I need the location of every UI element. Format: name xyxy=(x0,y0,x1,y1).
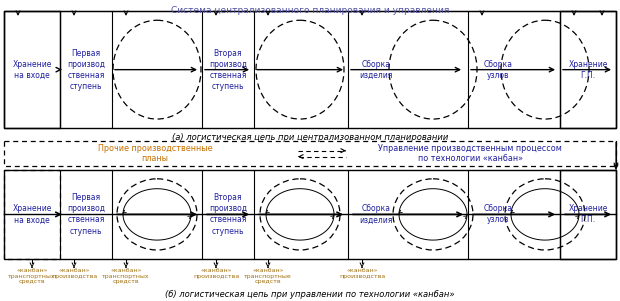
Text: Первая
производ
ственная
ступень: Первая производ ственная ступень xyxy=(67,48,105,91)
Text: (б) логистическая цепь при управлении по технологии «канбан»: (б) логистическая цепь при управлении по… xyxy=(166,290,454,299)
Text: «канбан»
производства: «канбан» производства xyxy=(51,268,97,278)
Bar xyxy=(4,11,60,129)
Text: Сборка
изделия: Сборка изделия xyxy=(360,204,392,225)
Text: Первая
производ
ственная
ступень: Первая производ ственная ступень xyxy=(67,193,105,236)
Text: «канбан»
транспортные
средств: «канбан» транспортные средств xyxy=(244,268,292,284)
Text: Хранение
Г.П.: Хранение Г.П. xyxy=(569,60,608,80)
Text: Хранение
Г.П.: Хранение Г.П. xyxy=(569,204,608,225)
Text: Вторая
производ
ственная
ступень: Вторая производ ственная ступень xyxy=(209,48,247,91)
Bar xyxy=(560,170,616,259)
Bar xyxy=(4,11,616,129)
Text: «канбан»
производства: «канбан» производства xyxy=(339,268,385,278)
Text: Вторая
производ
ственная
ступень: Вторая производ ственная ступень xyxy=(209,193,247,236)
Text: Сборка
узлов: Сборка узлов xyxy=(484,204,513,225)
Text: Управление производственным процессом
по технологии «канбан»: Управление производственным процессом по… xyxy=(378,144,562,163)
Bar xyxy=(4,170,60,259)
Text: Сборка
изделия: Сборка изделия xyxy=(360,60,392,80)
Text: «канбан»
транспортных
средств: «канбан» транспортных средств xyxy=(102,268,150,284)
Bar xyxy=(4,141,616,166)
Text: «канбан»
транспортных
средств: «канбан» транспортных средств xyxy=(8,268,56,284)
Text: Система централизованного планирования и управления: Система централизованного планирования и… xyxy=(171,6,449,15)
Text: (а) логистическая цепь при централизованном планировании: (а) логистическая цепь при централизован… xyxy=(172,133,448,142)
Text: «канбан»
производства: «канбан» производства xyxy=(193,268,239,278)
Bar xyxy=(4,170,616,259)
Text: Хранение
на входе: Хранение на входе xyxy=(12,60,51,80)
Bar xyxy=(560,11,616,129)
Text: Хранение
на входе: Хранение на входе xyxy=(12,204,51,225)
Text: Прочие производственные
планы: Прочие производственные планы xyxy=(98,144,212,163)
Text: Сборка
узлов: Сборка узлов xyxy=(484,60,513,80)
